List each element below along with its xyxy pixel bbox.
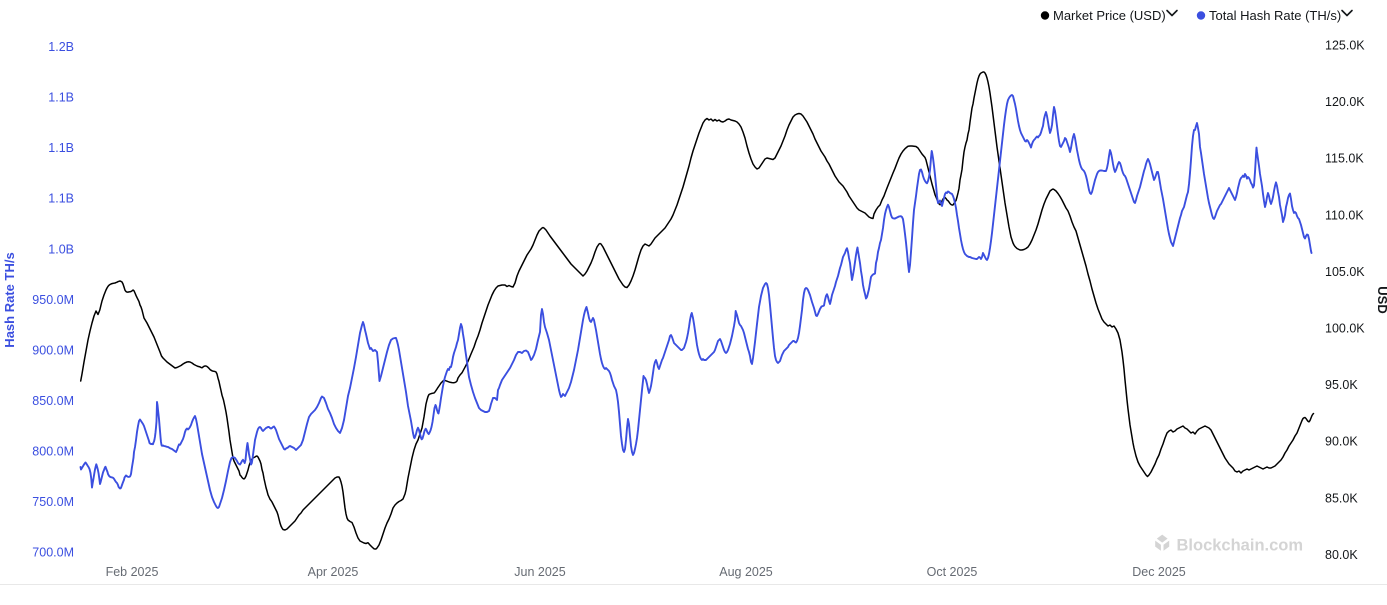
svg-text:Aug 2025: Aug 2025 — [719, 565, 773, 579]
svg-text:100.0K: 100.0K — [1325, 322, 1365, 336]
svg-text:Blockchain.com: Blockchain.com — [1177, 537, 1304, 555]
svg-text:800.0M: 800.0M — [32, 445, 74, 459]
svg-text:1.2B: 1.2B — [48, 40, 74, 54]
svg-text:Feb 2025: Feb 2025 — [106, 565, 159, 579]
svg-text:Apr 2025: Apr 2025 — [308, 565, 359, 579]
svg-text:85.0K: 85.0K — [1325, 491, 1358, 505]
svg-text:90.0K: 90.0K — [1325, 435, 1358, 449]
svg-text:115.0K: 115.0K — [1325, 152, 1364, 166]
svg-text:95.0K: 95.0K — [1325, 378, 1358, 392]
svg-text:105.0K: 105.0K — [1325, 265, 1365, 279]
svg-text:USD: USD — [1375, 286, 1387, 313]
svg-text:1.1B: 1.1B — [48, 192, 74, 206]
svg-text:750.0M: 750.0M — [32, 495, 74, 509]
svg-text:Market Price (USD): Market Price (USD) — [1053, 8, 1166, 23]
svg-text:120.0K: 120.0K — [1325, 95, 1365, 109]
svg-text:Oct 2025: Oct 2025 — [927, 565, 978, 579]
svg-text:Total Hash Rate (TH/s): Total Hash Rate (TH/s) — [1209, 8, 1341, 23]
svg-text:1.1B: 1.1B — [48, 91, 74, 105]
svg-text:Jun 2025: Jun 2025 — [514, 565, 565, 579]
svg-text:900.0M: 900.0M — [32, 344, 74, 358]
svg-text:1.0B: 1.0B — [48, 243, 74, 257]
svg-text:950.0M: 950.0M — [32, 293, 74, 307]
svg-text:700.0M: 700.0M — [32, 546, 74, 560]
svg-text:1.1B: 1.1B — [48, 141, 74, 155]
svg-text:80.0K: 80.0K — [1325, 548, 1358, 562]
svg-text:Hash Rate TH/s: Hash Rate TH/s — [2, 252, 17, 347]
svg-text:125.0K: 125.0K — [1325, 39, 1365, 53]
svg-text:110.0K: 110.0K — [1325, 208, 1364, 222]
svg-text:Dec 2025: Dec 2025 — [1132, 565, 1186, 579]
svg-text:850.0M: 850.0M — [32, 394, 74, 408]
